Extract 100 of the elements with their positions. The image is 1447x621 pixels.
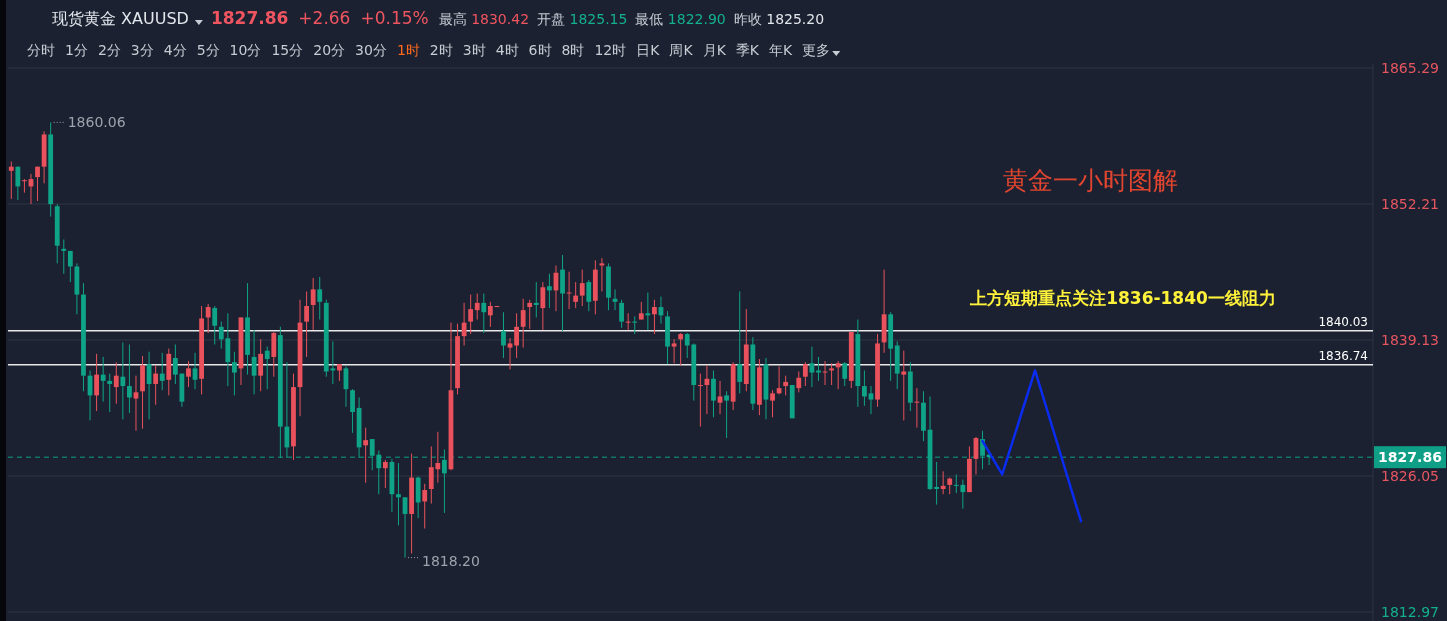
y-tick-label: 1865.29 xyxy=(1381,60,1439,76)
candlestick xyxy=(310,277,316,331)
candlestick xyxy=(566,271,572,310)
candlestick xyxy=(835,360,841,390)
candlestick xyxy=(61,238,67,275)
candlestick xyxy=(159,352,165,391)
candlestick xyxy=(15,166,21,201)
candlestick xyxy=(678,332,684,366)
candlestick xyxy=(586,279,592,312)
y-tick-label: 1839.13 xyxy=(1381,332,1439,348)
candlestick xyxy=(271,331,277,378)
candlestick xyxy=(8,160,14,200)
candlestick xyxy=(573,281,579,309)
candlestick xyxy=(934,461,939,506)
text: 月K xyxy=(702,42,727,58)
text: 更多 xyxy=(802,42,831,58)
candlestick xyxy=(120,341,126,420)
text: 3时 xyxy=(462,42,486,58)
text: 30分 xyxy=(355,42,387,58)
candlestick xyxy=(396,462,401,526)
candlestick xyxy=(533,281,539,318)
text: 季K xyxy=(735,42,760,58)
candlestick xyxy=(363,427,369,484)
candlestick xyxy=(350,388,355,434)
candlestick xyxy=(153,364,159,406)
annotation: 黄金一小时图解 xyxy=(1002,166,1178,195)
ref-line-label: 1827.86 xyxy=(1378,449,1442,466)
candlestick xyxy=(802,361,808,387)
candlestick xyxy=(796,371,802,393)
candlestick xyxy=(468,294,474,335)
candlestick xyxy=(625,312,631,331)
candlestick xyxy=(652,299,657,335)
candlestick xyxy=(862,369,867,407)
candlestick xyxy=(619,299,624,329)
text: +2.66 xyxy=(298,8,351,28)
text: 2分 xyxy=(97,42,121,58)
candlestick xyxy=(100,356,106,403)
candlestick xyxy=(317,276,323,321)
ref-line-label: 1840.03 xyxy=(1318,314,1368,329)
candlestick xyxy=(107,373,113,413)
text: 20分 xyxy=(313,42,346,58)
candlestick xyxy=(22,178,27,194)
candlestick xyxy=(474,293,480,321)
candlestick xyxy=(382,459,388,489)
text: 3分 xyxy=(130,42,154,58)
candlestick xyxy=(113,361,119,405)
candlestick xyxy=(205,303,211,334)
text: 5分 xyxy=(196,42,220,58)
candlestick xyxy=(816,356,821,382)
text: 最低 1822.90 xyxy=(635,11,726,27)
candlestick xyxy=(540,281,546,331)
candlestick xyxy=(711,369,716,418)
text: 6时 xyxy=(528,42,552,58)
text: 1分 xyxy=(65,42,88,58)
candlestick xyxy=(901,350,907,421)
candlestick xyxy=(501,311,506,359)
candlestick xyxy=(258,338,264,392)
candlestick xyxy=(940,470,946,495)
chart-title: 现货黄金 XAUUSD xyxy=(52,9,189,28)
candlestick xyxy=(127,343,132,414)
candlestick xyxy=(507,337,513,370)
text: 昨收 1825.20 xyxy=(733,11,825,27)
text: 开盘 1825.15 xyxy=(537,11,628,27)
text: 12时 xyxy=(594,42,627,58)
candlestick xyxy=(547,273,552,309)
candlestick xyxy=(560,254,565,332)
candlestick xyxy=(481,293,487,334)
candlestick xyxy=(783,375,789,396)
candlestick xyxy=(487,301,493,328)
y-tick-label: 1826.05 xyxy=(1381,468,1439,484)
candlestick xyxy=(520,298,526,349)
text: 分时 xyxy=(27,42,55,58)
text: 10分 xyxy=(229,42,262,58)
candlestick xyxy=(186,360,191,388)
text: 日K xyxy=(636,42,661,58)
candlestick xyxy=(717,380,723,415)
candlestick xyxy=(212,305,218,345)
text: 最高 1830.42 xyxy=(438,11,530,27)
annotation: 1818.20 xyxy=(422,552,480,569)
candlestick xyxy=(770,389,775,418)
text: 4分 xyxy=(163,42,187,58)
y-tick-label: 1812.97 xyxy=(1381,604,1439,620)
candlestick xyxy=(94,353,99,412)
candlestick xyxy=(868,385,874,415)
text: 1时 xyxy=(396,42,420,58)
text: 15分 xyxy=(271,42,304,58)
candlestick xyxy=(829,362,834,386)
candlestick xyxy=(232,351,237,396)
candlestick xyxy=(422,483,428,530)
candlestick xyxy=(632,315,638,335)
text: 1827.86 xyxy=(210,8,289,28)
text: 年K xyxy=(769,42,794,58)
candlestick xyxy=(737,290,743,394)
text: 4时 xyxy=(495,42,519,58)
candlestick xyxy=(671,338,677,364)
candlestick xyxy=(35,166,40,202)
candlestick xyxy=(514,312,519,359)
candlestick xyxy=(842,361,848,387)
text: 周K xyxy=(669,42,694,58)
annotation: 1860.06 xyxy=(67,114,126,131)
